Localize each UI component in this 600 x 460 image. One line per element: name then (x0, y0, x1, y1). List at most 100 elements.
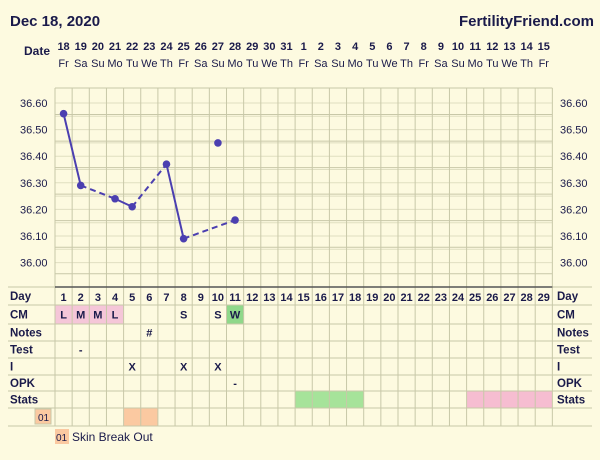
temp-line-segment (80, 184, 116, 200)
weekday-tick-label: Th (160, 58, 173, 70)
weekday-tick-label: Fr (539, 58, 550, 70)
weekday-tick-label: Fr (419, 58, 430, 70)
cm-entry: L (60, 310, 67, 322)
weekday-tick-label: Th (400, 58, 413, 70)
weekday-tick-label: Su (451, 58, 464, 70)
date-tick-label: 8 (421, 41, 427, 53)
weekday-tick-label: Sa (194, 58, 208, 70)
date-tick-label: 10 (452, 41, 464, 53)
row-label-opk-left: OPK (10, 378, 36, 390)
y-tick-label-right: 36.10 (560, 231, 588, 243)
cycle-day-label: 3 (95, 292, 101, 304)
date-tick-label: 7 (404, 41, 410, 53)
weekday-tick-label: Fr (58, 58, 69, 70)
y-tick-label-left: 36.00 (20, 258, 48, 270)
opk-entry: - (233, 378, 237, 390)
y-tick-label-left: 36.50 (20, 125, 48, 137)
weekday-tick-label: Sa (434, 58, 448, 70)
cycle-day-label: 12 (246, 292, 258, 304)
weekday-tick-label: Mo (347, 58, 362, 70)
date-tick-label: 25 (178, 41, 190, 53)
weekday-tick-label: Mo (468, 58, 483, 70)
weekday-tick-label: Mo (227, 58, 242, 70)
cycle-day-label: 21 (400, 292, 412, 304)
date-tick-label: 31 (280, 41, 292, 53)
cycle-day-label: 5 (129, 292, 135, 304)
weekday-tick-label: Sa (74, 58, 88, 70)
cm-entry: S (180, 310, 187, 322)
temp-line-segment (165, 163, 185, 239)
y-tick-label-right: 36.60 (560, 98, 588, 110)
weekday-tick-label: We (261, 58, 277, 70)
temp-point (179, 234, 188, 243)
weekday-tick-label: Mo (107, 58, 122, 70)
y-tick-label-left: 36.40 (20, 151, 48, 163)
cm-entry: S (214, 310, 221, 322)
cycle-day-label: 8 (181, 292, 187, 304)
temp-point (231, 216, 239, 224)
cm-fill (72, 305, 90, 324)
cycle-day-label: 1 (61, 292, 67, 304)
row-label-cm-right: CM (557, 310, 575, 322)
cycle-day-label: 23 (435, 292, 447, 304)
weekday-tick-label: Su (331, 58, 344, 70)
temp-point (162, 160, 171, 168)
stats-bar (466, 391, 553, 408)
cm-fill (89, 305, 107, 324)
date-tick-label: 11 (469, 41, 481, 53)
notes-entry: # (146, 328, 152, 340)
cm-entry: M (93, 310, 102, 322)
cycle-day-label: 28 (521, 292, 533, 304)
date-tick-label: 14 (521, 41, 534, 53)
weekday-tick-label: Th (280, 58, 293, 70)
y-tick-label-left: 36.60 (20, 98, 48, 110)
date-tick-label: 23 (143, 41, 155, 53)
cycle-day-label: 19 (366, 292, 378, 304)
chart-grid (8, 87, 592, 427)
date-tick-label: 21 (109, 41, 121, 53)
temp-point (111, 194, 119, 203)
row-label-notes-left: Notes (10, 328, 42, 340)
cycle-day-label: 22 (418, 292, 430, 304)
date-tick-label: 5 (369, 41, 375, 53)
row-label-notes-right: Notes (557, 328, 589, 340)
y-tick-label-right: 36.50 (560, 125, 588, 137)
weekday-tick-label: Tu (366, 58, 378, 70)
date-tick-label: 3 (335, 41, 341, 53)
date-tick-label: 18 (57, 41, 69, 53)
y-tick-label-left: 36.10 (20, 231, 48, 243)
cycle-day-label: 14 (280, 292, 293, 304)
date-tick-label: 27 (212, 41, 224, 53)
date-tick-label: 19 (75, 41, 87, 53)
cycle-day-label: 2 (78, 292, 84, 304)
cm-fill (55, 305, 73, 324)
cycle-day-label: 4 (112, 292, 119, 304)
intercourse-entry: X (180, 362, 188, 374)
temp-line-segment (131, 163, 168, 208)
weekday-tick-label: Sa (314, 58, 328, 70)
date-tick-label: 22 (126, 41, 138, 53)
weekday-tick-label: Fr (178, 58, 189, 70)
weekday-tick-label: Su (211, 58, 224, 70)
weekday-tick-label: We (141, 58, 157, 70)
cm-entry: M (76, 310, 85, 322)
y-tick-label-right: 36.20 (560, 204, 588, 216)
temp-line-segment (62, 113, 82, 186)
row-label-i-right: I (557, 362, 560, 374)
legend-code: 01 (56, 433, 68, 444)
date-tick-label: 20 (92, 41, 104, 53)
cm-fill (106, 305, 124, 324)
date-tick-label: 4 (352, 41, 359, 53)
cycle-day-label: 11 (229, 292, 241, 304)
date-row-label: Date (24, 44, 50, 58)
row-label-stats-right: Stats (557, 395, 585, 407)
date-tick-label: 30 (263, 41, 275, 53)
cycle-day-label: 17 (332, 292, 344, 304)
row-label-stats-left: Stats (10, 395, 38, 407)
date-tick-label: 9 (438, 41, 444, 53)
row-label-opk-right: OPK (557, 378, 583, 390)
temp-point (214, 139, 222, 147)
weekday-tick-label: Th (520, 58, 533, 70)
temp-point (128, 202, 136, 211)
cycle-day-label: 24 (452, 292, 465, 304)
